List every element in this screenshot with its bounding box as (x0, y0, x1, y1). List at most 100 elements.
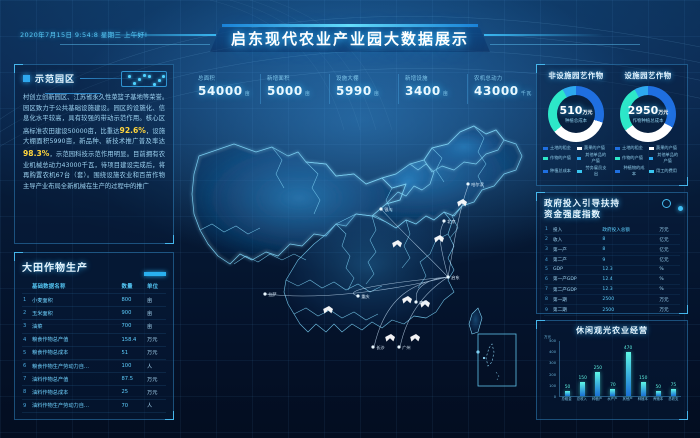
table-row[interactable]: 7 第二产GDP 12.3% (544, 285, 680, 295)
table-row[interactable]: 3 第一产 8 亿元 (544, 245, 680, 255)
map-inset-box (477, 333, 517, 387)
bar-value-label: 75 (670, 382, 677, 388)
bar-rect (670, 388, 676, 396)
bar-column[interactable]: 75 (667, 341, 680, 396)
table-row[interactable]: 7 油料作物总产值 87.5 万元 (22, 373, 166, 386)
kpi-label: 农机总动力 (474, 76, 503, 82)
row-quantity: 70 (121, 402, 129, 409)
map-plane-icons (323, 199, 467, 342)
kpi-value: 54000 亩 (198, 84, 251, 98)
map-city-marker[interactable]: 广州 (397, 344, 411, 351)
legend-item[interactable]: 土地的租金 (543, 145, 574, 151)
row-quantity: 700 (121, 323, 132, 330)
row-index: 8 (23, 389, 27, 396)
bar-column[interactable]: 250 (591, 341, 604, 396)
city-label: 广州 (402, 344, 410, 351)
header-wing-left-2 (60, 44, 210, 45)
legend-item[interactable]: 劳务雇员支出 (577, 165, 608, 177)
bar-column[interactable]: 470 (621, 341, 634, 396)
legend-item[interactable]: 蔬果的产值 (649, 145, 680, 151)
map-city-marker[interactable]: 拉萨 (263, 291, 277, 298)
legend-item[interactable]: 土地的租金 (615, 145, 646, 151)
bar-column[interactable]: 50 (561, 341, 574, 396)
crop-col-qty: 数量 (121, 284, 133, 290)
bar-rect (640, 381, 646, 396)
row-unit: 人 (147, 403, 153, 410)
row-unit: % (659, 276, 664, 282)
table-row[interactable]: 5 粮食作物总成本 51 万元 (22, 346, 166, 360)
table-row[interactable]: 5 GDP 12.3% (544, 265, 680, 275)
row-index: 1 (23, 297, 27, 304)
legend-item[interactable]: 作物的产值 (615, 152, 646, 164)
row-unit: 亿元 (659, 237, 669, 243)
legend-item[interactable]: 用工的费用 (649, 165, 680, 177)
table-row[interactable]: 6 粮食作物生产劳动力自… 100 人 (22, 359, 166, 373)
header-wing-left (96, 34, 216, 36)
city-label: 长沙 (376, 344, 385, 351)
panel-demo-park: 示范园区 村创立创新园区、江苏省永久性菜篮子基地等荣誉。 园区致力于公共基础设施… (14, 64, 174, 244)
legend-label: 蔬果的产值 (656, 145, 677, 150)
header-accent-bar (222, 24, 478, 27)
bar-column[interactable]: 50 (652, 341, 665, 396)
row-unit: % (659, 287, 664, 293)
row-unit: 亩 (147, 323, 153, 330)
row-index: 3 (23, 323, 27, 330)
table-row[interactable]: 3 油菜 700 亩 (22, 320, 166, 334)
panel-field-crop-production: 大田作物生产 基础数据名称 数量 单位 1 小麦面积 800 亩 2 玉米面积 900 亩 3 油… (14, 252, 174, 420)
datetime-display: 2020年7月15日 9:54:8 星期三 上午好! (20, 31, 148, 39)
map-city-marker[interactable]: 启东 (446, 274, 460, 281)
bar-value-label: 150 (638, 375, 648, 381)
row-name: 第二产 (553, 258, 567, 264)
bar-column[interactable]: 70 (606, 341, 619, 396)
y-tick-label: 400 (549, 350, 556, 355)
x-tick-label: 总租金 (561, 397, 572, 401)
legend-swatch (543, 169, 548, 173)
y-tick-label: 100 (549, 383, 556, 388)
table-row[interactable]: 2 玉米面积 900 亩 (22, 307, 166, 320)
table-row[interactable]: 1 投入 政府投入总额 万元 (544, 225, 680, 235)
table-row[interactable]: 6 第一产GDP 12.4% (544, 274, 680, 285)
row-name: 油料作物总产值 (32, 376, 69, 383)
map-city-marker[interactable]: 哈尔滨 (466, 181, 485, 188)
city-dot-icon (263, 292, 267, 296)
map-city-marker[interactable]: 银川 (379, 206, 393, 213)
legend-swatch (543, 146, 548, 150)
table-row[interactable]: 8 油料作物总成本 25 万元 (22, 386, 166, 399)
legend-item[interactable]: 种植物的成本 (615, 165, 646, 177)
table-row[interactable]: 2 收入 8 亿元 (544, 235, 680, 245)
table-row[interactable]: 9 油料作物生产劳动力自… 70 人 (22, 399, 166, 413)
legend-swatch (577, 146, 583, 150)
kpi-card: 新增面积 5000 亩 (260, 74, 329, 104)
kpi-value: 43000 千瓦 (474, 84, 532, 98)
legend-swatch (649, 146, 655, 150)
row-unit: 万元 (659, 308, 669, 314)
legend-item[interactable]: 种植总成本 (543, 165, 574, 177)
row-value: 2500 (602, 307, 615, 313)
legend-item[interactable]: 其他单品的产值 (649, 152, 680, 164)
table-row[interactable]: 4 第二产 9 亿元 (544, 255, 680, 266)
bar-column[interactable]: 150 (576, 341, 589, 396)
map-city-marker[interactable]: 北京 (442, 218, 456, 225)
china-map[interactable]: 哈尔滨北京 银川启东拉萨 重庆南昌长沙 广州 (186, 104, 536, 414)
header-wing-right (484, 34, 604, 36)
map-city-marker[interactable]: 重庆 (356, 293, 370, 300)
donut-value: 510万元 (559, 104, 593, 117)
bar-column[interactable]: 150 (637, 341, 650, 396)
legend-item[interactable]: 蔬果的产值 (577, 145, 608, 151)
table-row[interactable]: 1 小麦面积 800 亩 (22, 294, 166, 307)
bar-value-label: 250 (593, 366, 602, 372)
row-index: 2 (545, 237, 548, 243)
row-value: 8 (602, 237, 606, 243)
legend-item[interactable]: 作物的产值 (543, 152, 574, 164)
row-unit: 人 (147, 363, 153, 370)
map-city-marker[interactable]: 南昌 (414, 299, 428, 306)
table-row[interactable]: 8 第一期 2500 万元 (544, 295, 680, 305)
city-label: 北京 (447, 218, 455, 225)
table-row[interactable]: 4 粮食作物总产值 158.4 万元 (22, 333, 166, 347)
table-row[interactable]: 9 第二期 2500 万元 (544, 305, 680, 316)
legend-item[interactable]: 其他单品的产值 (577, 152, 608, 164)
map-city-marker[interactable]: 长沙 (371, 344, 385, 351)
